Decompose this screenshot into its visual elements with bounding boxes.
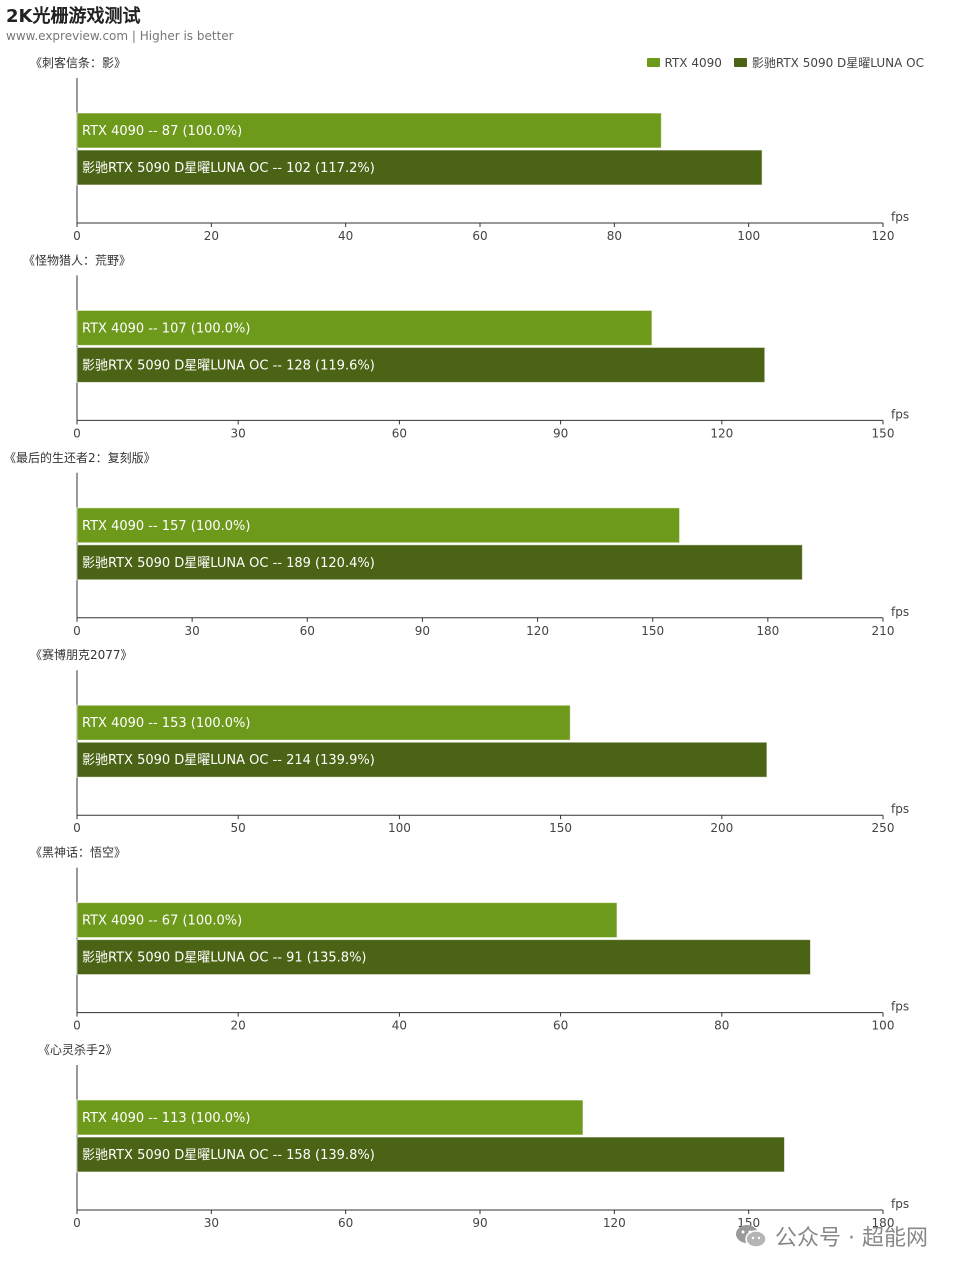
chart-panel: 《最后的生还者2：复刻版》 0 30 60 90 120 150 180 210 fps RTX 4… xyxy=(4,450,909,638)
bar-label: 影驰RTX 5090 D星曜LUNA OC -- 158 (139.8%) xyxy=(82,1148,375,1163)
bar-label: RTX 4090 -- 67 (100.0%) xyxy=(82,914,242,929)
bar xyxy=(76,507,681,544)
panel-title: 《黑神话：悟空》 xyxy=(30,845,126,860)
x-tick-label: 150 xyxy=(549,821,572,835)
chart-title: 2K光栅游戏测试 xyxy=(6,6,141,27)
x-tick-label: 60 xyxy=(338,1216,353,1230)
legend-item-rtx5090d[interactable]: 影驰RTX 5090 D星曜LUNA OC xyxy=(733,54,924,71)
bar-label: RTX 4090 -- 153 (100.0%) xyxy=(82,716,250,731)
chart-subtitle: www.expreview.com | Higher is better xyxy=(6,29,234,43)
bar xyxy=(76,112,662,149)
x-tick-label: 200 xyxy=(710,821,733,835)
bar xyxy=(76,309,653,346)
chart-panel: 《怪物猎人：荒野》 0 30 60 90 120 150 fps RTX 4090 -- 107… xyxy=(23,253,909,440)
chart-panel: 《刺客信条：影》 0 20 40 60 80 100 120 fps RTX 4090 -- 87… xyxy=(30,55,909,243)
bar xyxy=(76,902,618,939)
x-tick-label: 0 xyxy=(73,1216,81,1230)
x-tick-label: 100 xyxy=(872,1019,895,1033)
x-tick-label: 0 xyxy=(73,426,81,440)
x-tick-label: 0 xyxy=(73,624,81,638)
x-tick-label: 60 xyxy=(392,426,407,440)
x-unit-label: fps xyxy=(891,407,909,421)
bar-label: RTX 4090 -- 87 (100.0%) xyxy=(82,124,242,139)
x-unit-label: fps xyxy=(891,802,909,816)
bar-label: 影驰RTX 5090 D星曜LUNA OC -- 214 (139.9%) xyxy=(82,753,375,768)
panel-title: 《最后的生还者2：复刻版》 xyxy=(4,450,156,465)
watermark: 公众号 · 超能网 xyxy=(735,1220,928,1252)
panel-title: 《怪物猎人：荒野》 xyxy=(23,253,131,267)
legend: RTX 4090 影驰RTX 5090 D星曜LUNA OC xyxy=(646,54,924,71)
x-tick-label: 0 xyxy=(73,1019,81,1033)
x-unit-label: fps xyxy=(891,605,909,619)
x-tick-label: 20 xyxy=(231,1019,246,1033)
bar-label: 影驰RTX 5090 D星曜LUNA OC -- 128 (119.6%) xyxy=(82,358,375,373)
x-tick-label: 100 xyxy=(388,821,411,835)
wechat-icon xyxy=(736,1225,767,1248)
x-unit-label: fps xyxy=(891,1000,909,1014)
panel-title: 《赛博朋克2077》 xyxy=(30,647,133,662)
x-unit-label: fps xyxy=(891,1197,909,1211)
x-tick-label: 150 xyxy=(872,426,895,440)
x-tick-label: 60 xyxy=(553,1019,568,1033)
x-tick-label: 0 xyxy=(73,821,81,835)
x-tick-label: 30 xyxy=(185,624,200,638)
bar xyxy=(76,544,803,581)
x-tick-label: 20 xyxy=(204,229,219,243)
x-tick-label: 120 xyxy=(710,426,733,440)
chart-panel: 《黑神话：悟空》 0 20 40 60 80 100 fps RTX 4090 -- 67 (1… xyxy=(30,845,909,1033)
x-unit-label: fps xyxy=(891,210,909,224)
bar xyxy=(76,939,811,976)
bar xyxy=(76,1099,584,1136)
legend-label: RTX 4090 xyxy=(664,55,722,70)
bar-label: 影驰RTX 5090 D星曜LUNA OC -- 102 (117.2%) xyxy=(82,161,375,176)
legend-swatch xyxy=(733,58,747,67)
x-tick-label: 40 xyxy=(392,1019,407,1033)
x-tick-label: 250 xyxy=(872,821,895,835)
bar xyxy=(76,346,766,383)
bar-label: RTX 4090 -- 157 (100.0%) xyxy=(82,519,250,534)
panel-title: 《心灵杀手2》 xyxy=(38,1042,118,1057)
x-tick-label: 40 xyxy=(338,229,353,243)
x-tick-label: 120 xyxy=(872,229,895,243)
x-tick-label: 100 xyxy=(737,229,760,243)
bar xyxy=(76,1136,785,1173)
chart-panel: 《赛博朋克2077》 0 50 100 150 200 250 fps RTX 4090 -- … xyxy=(30,647,909,835)
bar-label: 影驰RTX 5090 D星曜LUNA OC -- 91 (135.8%) xyxy=(82,951,367,966)
bar-label: 影驰RTX 5090 D星曜LUNA OC -- 189 (120.4%) xyxy=(82,556,375,571)
x-tick-label: 120 xyxy=(603,1216,626,1230)
x-tick-label: 90 xyxy=(553,426,568,440)
legend-swatch xyxy=(646,58,660,67)
bar xyxy=(76,149,763,186)
x-tick-label: 150 xyxy=(641,624,664,638)
x-tick-label: 90 xyxy=(415,624,430,638)
legend-label: 影驰RTX 5090 D星曜LUNA OC xyxy=(751,56,924,70)
x-tick-label: 120 xyxy=(526,624,549,638)
x-tick-label: 60 xyxy=(472,229,487,243)
x-tick-label: 80 xyxy=(607,229,622,243)
bar-label: RTX 4090 -- 107 (100.0%) xyxy=(82,321,250,336)
x-tick-label: 30 xyxy=(204,1216,219,1230)
panel-title: 《刺客信条：影》 xyxy=(30,55,126,70)
x-tick-label: 30 xyxy=(231,426,246,440)
x-tick-label: 180 xyxy=(872,1216,895,1230)
x-tick-label: 90 xyxy=(472,1216,487,1230)
bar xyxy=(76,741,768,778)
bar-label: RTX 4090 -- 113 (100.0%) xyxy=(82,1111,250,1126)
x-tick-label: 50 xyxy=(231,821,246,835)
legend-item-rtx4090[interactable]: RTX 4090 xyxy=(646,54,722,71)
x-tick-label: 60 xyxy=(300,624,315,638)
x-tick-label: 0 xyxy=(73,229,81,243)
x-tick-label: 180 xyxy=(756,624,779,638)
watermark-text: 公众号 · 超能网 xyxy=(775,1226,928,1251)
x-tick-label: 80 xyxy=(714,1019,729,1033)
bar xyxy=(76,704,571,741)
x-tick-label: 210 xyxy=(872,624,895,638)
